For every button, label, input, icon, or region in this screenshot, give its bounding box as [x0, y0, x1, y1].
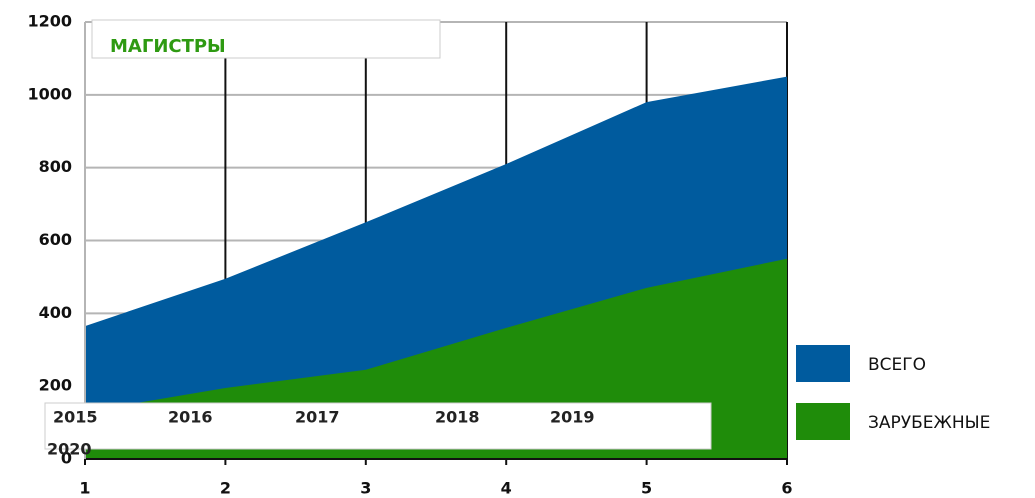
y-tick-label: 400	[39, 303, 72, 322]
chart-title: МАГИСТРЫ	[110, 36, 226, 57]
x-tick-label: 3	[360, 479, 371, 498]
annotation: 2019	[550, 408, 595, 427]
annotation: 2020	[47, 440, 92, 459]
x-tick-label: 2	[220, 479, 231, 498]
y-tick-label: 600	[39, 230, 72, 249]
y-tick-label: 200	[39, 376, 72, 395]
title-box	[91, 19, 441, 59]
legend-label: ВСЕГО	[868, 355, 926, 375]
annotation: 2015	[53, 408, 98, 427]
annotation: 2018	[435, 408, 480, 427]
y-tick-label: 1200	[27, 12, 72, 31]
annotation: 2017	[295, 408, 340, 427]
annotation-box	[44, 402, 712, 450]
x-tick-label: 4	[501, 479, 512, 498]
legend-swatch	[796, 403, 850, 440]
legend-swatch	[796, 345, 850, 382]
y-tick-label: 0	[61, 449, 72, 468]
x-tick-label: 1	[79, 479, 90, 498]
x-tick-label: 5	[641, 479, 652, 498]
legend-label: ЗАРУБЕЖНЫЕ	[868, 413, 990, 433]
annotation: 2016	[168, 408, 213, 427]
y-tick-label: 800	[39, 157, 72, 176]
x-tick-label: 6	[781, 479, 792, 498]
y-tick-label: 1000	[27, 84, 72, 103]
